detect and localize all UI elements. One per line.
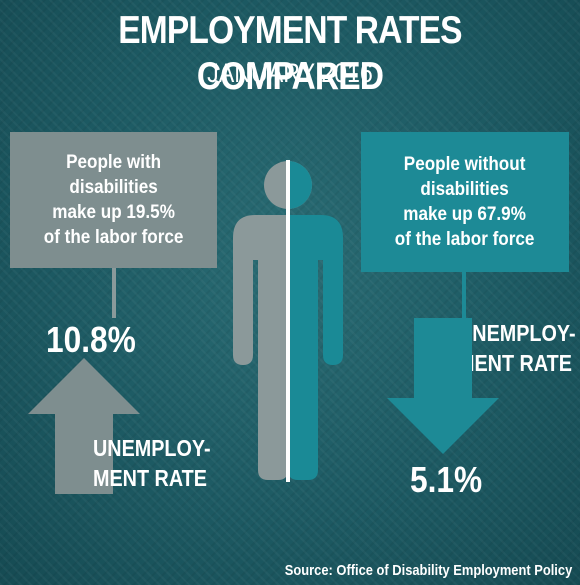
with-disabilities-line-2: disabilities <box>69 177 158 198</box>
with-disabilities-line-3: make up 19.5% <box>52 202 175 223</box>
with-disabilities-line-4: of the labor force <box>43 227 184 248</box>
with-disabilities-rate-label: UNEMPLOY- MENT RATE <box>93 433 211 493</box>
with-disabilities-line-1: People with <box>65 152 162 173</box>
without-disabilities-text: People without disabilities make up 67.9… <box>387 152 542 252</box>
without-disabilities-line-1: People without <box>404 154 526 175</box>
without-disabilities-box: People without disabilities make up 67.9… <box>361 132 569 272</box>
right-connector-line <box>462 272 466 320</box>
arrow-down-icon <box>387 318 499 454</box>
without-disabilities-unemployment-value: 5.1% <box>410 459 483 500</box>
without-disabilities-line-3: make up 67.9% <box>403 204 527 225</box>
arrow-up-icon <box>28 358 140 494</box>
page-title: EMPLOYMENT RATES COMPARED <box>118 9 462 98</box>
person-divider <box>286 160 290 482</box>
without-disabilities-rate-line-2: MENT RATE <box>458 350 572 376</box>
person-icon <box>233 160 343 482</box>
with-disabilities-unemployment-value: 10.8% <box>46 319 136 360</box>
source-note: Source: Office of Disability Employment … <box>284 562 572 579</box>
without-disabilities-rate-label: UNEMPLOY- MENT RATE <box>458 318 576 378</box>
with-disabilities-box: People with disabilities make up 19.5% o… <box>10 132 217 268</box>
page-subtitle: JANUARY 2016 <box>207 58 373 88</box>
with-disabilities-rate-line-1: UNEMPLOY- <box>93 435 211 461</box>
without-disabilities-line-4: of the labor force <box>395 229 535 250</box>
person-right-half <box>288 161 343 480</box>
with-disabilities-rate-line-2: MENT RATE <box>93 465 207 491</box>
without-disabilities-rate-line-1: UNEMPLOY- <box>458 320 576 346</box>
with-disabilities-text: People with disabilities make up 19.5% o… <box>36 150 191 250</box>
without-disabilities-line-2: disabilities <box>420 179 510 200</box>
left-connector-line <box>112 268 116 318</box>
